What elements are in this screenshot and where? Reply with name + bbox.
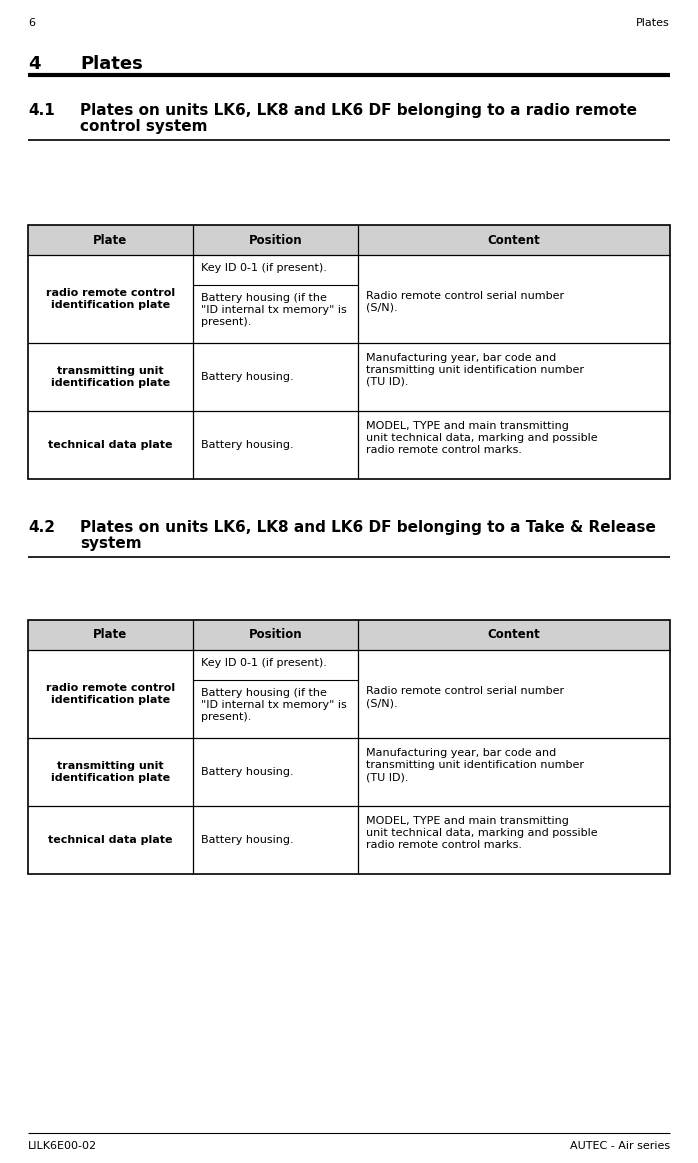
Text: Battery housing.: Battery housing. (201, 372, 294, 381)
Text: identification plate: identification plate (51, 695, 170, 705)
Text: Radio remote control serial number: Radio remote control serial number (366, 291, 564, 301)
Text: 4: 4 (28, 55, 40, 73)
Text: transmitting unit identification number: transmitting unit identification number (366, 365, 584, 374)
Text: identification plate: identification plate (51, 773, 170, 783)
Text: Plates on units LK6, LK8 and LK6 DF belonging to a Take & Release: Plates on units LK6, LK8 and LK6 DF belo… (80, 520, 656, 535)
Text: Position: Position (248, 234, 302, 247)
Text: system: system (80, 536, 142, 551)
Text: Content: Content (488, 628, 540, 642)
Text: Plates: Plates (637, 17, 670, 28)
Text: unit technical data, marking and possible: unit technical data, marking and possibl… (366, 828, 597, 839)
Text: Key ID 0-1 (if present).: Key ID 0-1 (if present). (201, 263, 327, 273)
Text: unit technical data, marking and possible: unit technical data, marking and possibl… (366, 433, 597, 443)
Text: Position: Position (248, 628, 302, 642)
Text: Manufacturing year, bar code and: Manufacturing year, bar code and (366, 354, 556, 363)
Text: Plate: Plate (94, 234, 128, 247)
Text: 6: 6 (28, 17, 35, 28)
Text: (TU ID).: (TU ID). (366, 772, 408, 782)
Text: identification plate: identification plate (51, 300, 170, 311)
Text: 4.2: 4.2 (28, 520, 55, 535)
Text: Battery housing.: Battery housing. (201, 440, 294, 450)
Text: Content: Content (488, 234, 540, 247)
Bar (28, 224, 670, 479)
Text: Battery housing.: Battery housing. (201, 768, 294, 777)
Text: Manufacturing year, bar code and: Manufacturing year, bar code and (366, 748, 556, 758)
Text: transmitting unit: transmitting unit (57, 761, 164, 771)
Text: 4.1: 4.1 (28, 104, 54, 117)
Text: Plates: Plates (80, 55, 143, 73)
Text: AUTEC - Air series: AUTEC - Air series (570, 1141, 670, 1151)
Text: radio remote control marks.: radio remote control marks. (366, 840, 522, 850)
Text: MODEL, TYPE and main transmitting: MODEL, TYPE and main transmitting (366, 816, 569, 826)
Text: Battery housing.: Battery housing. (201, 835, 294, 846)
Bar (28, 620, 670, 650)
Text: technical data plate: technical data plate (48, 835, 172, 846)
Text: (S/N).: (S/N). (366, 698, 398, 708)
Text: Battery housing (if the: Battery housing (if the (201, 688, 327, 698)
Text: present).: present). (201, 712, 251, 722)
Bar (28, 620, 670, 875)
Text: present).: present). (201, 317, 251, 327)
Text: control system: control system (80, 119, 207, 134)
Bar (28, 224, 670, 255)
Text: "ID internal tx memory" is: "ID internal tx memory" is (201, 700, 347, 709)
Text: transmitting unit identification number: transmitting unit identification number (366, 759, 584, 770)
Text: LILK6E00-02: LILK6E00-02 (28, 1141, 97, 1151)
Text: technical data plate: technical data plate (48, 440, 172, 450)
Text: Plates on units LK6, LK8 and LK6 DF belonging to a radio remote: Plates on units LK6, LK8 and LK6 DF belo… (80, 104, 637, 117)
Text: radio remote control marks.: radio remote control marks. (366, 445, 522, 455)
Text: Key ID 0-1 (if present).: Key ID 0-1 (if present). (201, 658, 327, 668)
Text: Battery housing (if the: Battery housing (if the (201, 293, 327, 304)
Text: "ID internal tx memory" is: "ID internal tx memory" is (201, 305, 347, 315)
Text: radio remote control: radio remote control (46, 683, 175, 693)
Text: (TU ID).: (TU ID). (366, 377, 408, 387)
Text: Plate: Plate (94, 628, 128, 642)
Text: radio remote control: radio remote control (46, 288, 175, 298)
Text: MODEL, TYPE and main transmitting: MODEL, TYPE and main transmitting (366, 421, 569, 431)
Text: Radio remote control serial number: Radio remote control serial number (366, 686, 564, 695)
Text: (S/N).: (S/N). (366, 304, 398, 313)
Text: identification plate: identification plate (51, 378, 170, 388)
Text: transmitting unit: transmitting unit (57, 366, 164, 376)
